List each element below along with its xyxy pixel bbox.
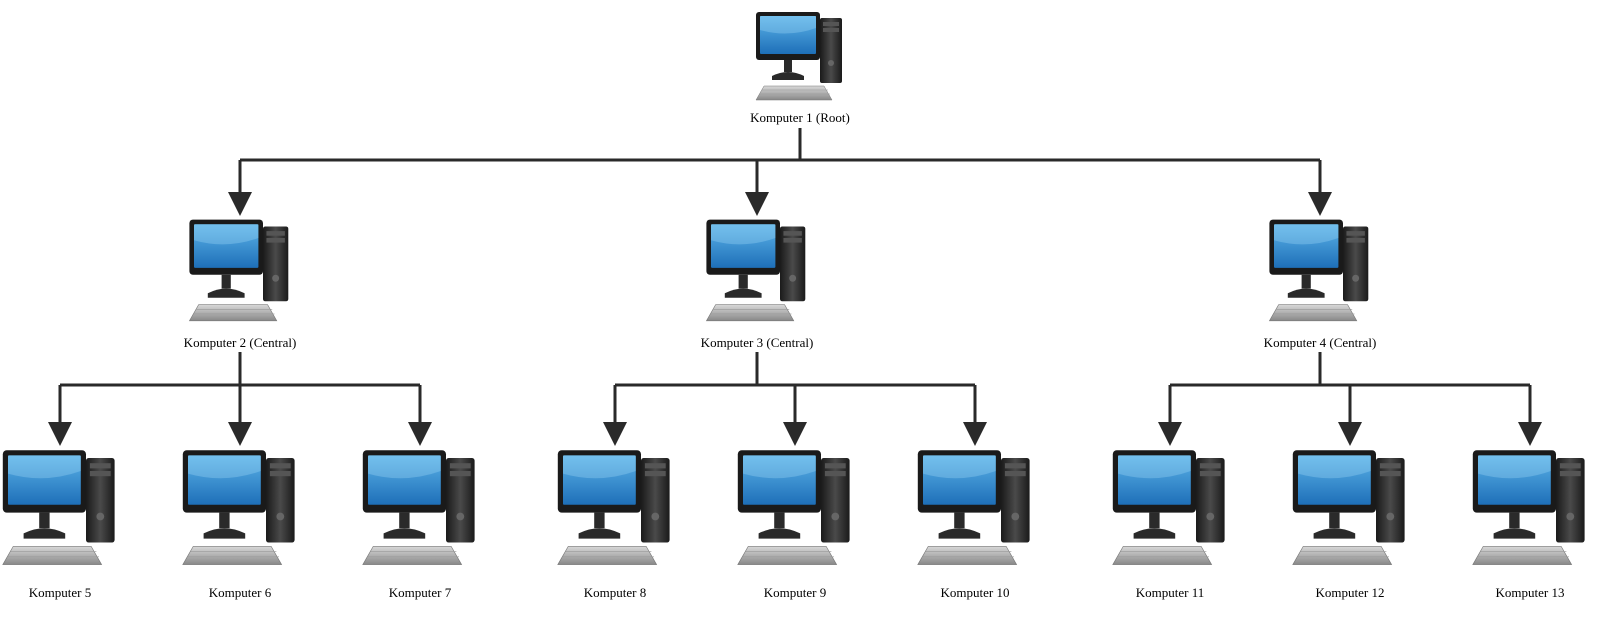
computer-node bbox=[1105, 445, 1235, 569]
node-label: Komputer 5 bbox=[29, 585, 91, 601]
computer-node bbox=[1263, 215, 1378, 324]
computer-icon bbox=[910, 445, 1040, 569]
node-label: Komputer 13 bbox=[1496, 585, 1565, 601]
node-label: Komputer 11 bbox=[1136, 585, 1204, 601]
computer-icon bbox=[1465, 445, 1595, 569]
computer-node bbox=[910, 445, 1040, 569]
computer-node bbox=[1465, 445, 1595, 569]
computer-icon bbox=[750, 8, 850, 103]
computer-icon bbox=[355, 445, 485, 569]
node-label: Komputer 6 bbox=[209, 585, 271, 601]
computer-icon bbox=[1263, 215, 1378, 324]
computer-node bbox=[730, 445, 860, 569]
node-label: Komputer 8 bbox=[584, 585, 646, 601]
computer-node bbox=[175, 445, 305, 569]
computer-icon bbox=[183, 215, 298, 324]
computer-node bbox=[355, 445, 485, 569]
computer-node bbox=[183, 215, 298, 324]
node-label: Komputer 2 (Central) bbox=[184, 335, 297, 351]
computer-node bbox=[0, 445, 125, 569]
node-label: Komputer 9 bbox=[764, 585, 826, 601]
computer-icon bbox=[175, 445, 305, 569]
computer-node bbox=[700, 215, 815, 324]
nodes-layer: Komputer 1 (Root) Komputer 2 (Central) bbox=[0, 0, 1600, 620]
node-label: Komputer 4 (Central) bbox=[1264, 335, 1377, 351]
computer-icon bbox=[550, 445, 680, 569]
computer-icon bbox=[730, 445, 860, 569]
node-label: Komputer 7 bbox=[389, 585, 451, 601]
node-label: Komputer 10 bbox=[941, 585, 1010, 601]
computer-icon bbox=[0, 445, 125, 569]
computer-icon bbox=[1105, 445, 1235, 569]
computer-icon bbox=[700, 215, 815, 324]
computer-icon bbox=[1285, 445, 1415, 569]
node-label: Komputer 1 (Root) bbox=[750, 110, 850, 126]
computer-node bbox=[1285, 445, 1415, 569]
node-label: Komputer 3 (Central) bbox=[701, 335, 814, 351]
node-label: Komputer 12 bbox=[1316, 585, 1385, 601]
computer-node bbox=[550, 445, 680, 569]
computer-node bbox=[750, 8, 850, 103]
